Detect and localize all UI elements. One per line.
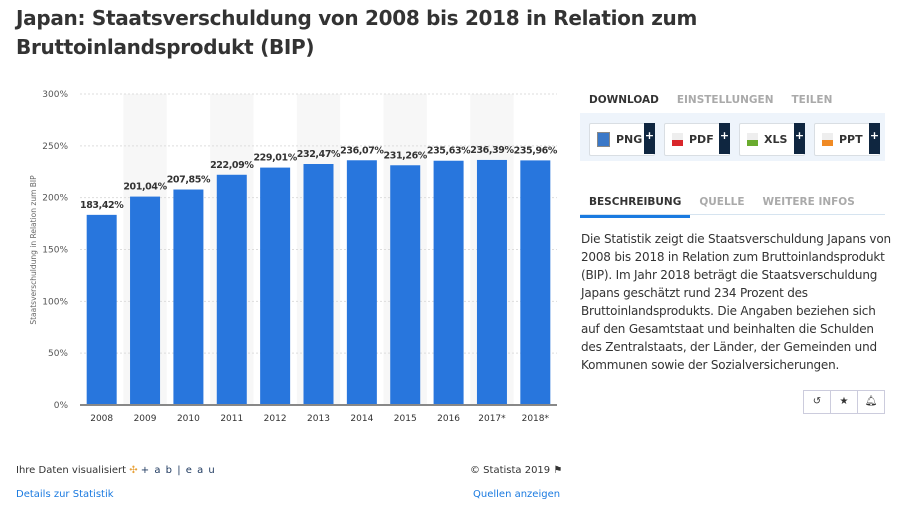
- download-ppt-button[interactable]: PPT +: [814, 123, 880, 156]
- data-label: 235,63%: [427, 146, 471, 157]
- x-tick-label: 2010: [177, 414, 200, 424]
- data-label: 235,96%: [514, 145, 558, 156]
- bar: [173, 189, 204, 405]
- x-tick-label: 2015: [394, 414, 417, 424]
- plus-icon[interactable]: +: [644, 123, 655, 154]
- data-label: 236,07%: [340, 145, 384, 156]
- x-tick-label: 2018*: [522, 414, 550, 424]
- x-tick-label: 2013: [307, 414, 330, 424]
- x-tick-label: 2012: [264, 414, 287, 424]
- bar-chart: 0% 50% 100% 150% 200% 250% 300% Staatsverschuld…: [29, 90, 558, 424]
- tableau-wordmark: + a b | e a u: [140, 465, 216, 476]
- x-tick-label: 2008: [90, 414, 113, 424]
- label: XLS: [764, 133, 788, 146]
- y-tick-label: 300%: [42, 90, 68, 100]
- bar: [216, 174, 247, 405]
- data-label: 231,26%: [384, 150, 428, 161]
- bar: [303, 164, 334, 405]
- ppt-file-icon: [822, 133, 833, 146]
- tab-teilen[interactable]: TEILEN: [791, 94, 833, 106]
- label: PNG: [616, 133, 643, 146]
- label: PPT: [839, 133, 863, 146]
- description-text: Die Statistik zeigt die Staatsverschuldu…: [581, 232, 891, 372]
- bar: [130, 196, 161, 405]
- tab-einstellungen[interactable]: EINSTELLUNGEN: [676, 94, 774, 106]
- y-tick-label: 150%: [42, 246, 68, 256]
- download-pdf-button[interactable]: PDF +: [664, 123, 730, 156]
- data-label: 229,01%: [253, 153, 297, 164]
- download-panel: PNG + PDF + XLS + PPT +: [580, 113, 885, 161]
- data-label: 232,47%: [297, 149, 341, 160]
- plus-icon[interactable]: +: [794, 123, 805, 154]
- label: PDF: [689, 133, 714, 146]
- y-tick-label: 250%: [42, 142, 68, 152]
- page-title: Japan: Staatsverschuldung von 2008 bis 2…: [16, 6, 698, 59]
- data-label: 236,39%: [470, 145, 514, 156]
- divider: [580, 214, 885, 215]
- download-xls-button[interactable]: XLS +: [739, 123, 805, 156]
- tab-beschreibung[interactable]: BESCHREIBUNG: [580, 196, 691, 218]
- image-file-icon: [597, 132, 610, 147]
- history-icon[interactable]: ↺: [803, 390, 831, 414]
- data-label: 183,42%: [80, 200, 124, 211]
- download-png-button[interactable]: PNG +: [589, 123, 655, 156]
- tab-weitere-infos[interactable]: WEITERE INFOS: [762, 196, 855, 208]
- y-axis-label: Staatsverschuldung in Relation zum BIP: [29, 175, 38, 325]
- bar: [433, 160, 464, 405]
- tab-quelle[interactable]: QUELLE: [699, 196, 745, 208]
- bar: [390, 165, 421, 405]
- flag-icon[interactable]: ⚑: [553, 465, 563, 476]
- y-tick-label: 0%: [54, 401, 69, 411]
- x-tick-label: 2011: [220, 414, 243, 424]
- bar: [520, 160, 551, 405]
- star-icon[interactable]: ★: [830, 390, 858, 414]
- bar: [346, 160, 377, 405]
- xls-file-icon: [747, 133, 758, 146]
- bar: [260, 167, 291, 405]
- y-tick-label: 200%: [42, 194, 68, 204]
- plus-icon[interactable]: +: [869, 123, 880, 154]
- visualized-by: Ihre Daten visualisiert ✣ + a b | e a u: [16, 465, 216, 476]
- copyright: © Statista 2019: [470, 465, 551, 476]
- plus-icon[interactable]: +: [719, 123, 730, 154]
- y-tick-label: 100%: [42, 297, 68, 307]
- bell-icon[interactable]: 🔔︎: [857, 390, 885, 414]
- visualized-text: Ihre Daten visualisiert: [16, 465, 127, 476]
- y-tick-label: 50%: [48, 349, 68, 359]
- x-tick-label: 2014: [350, 414, 373, 424]
- data-label: 207,85%: [167, 175, 211, 186]
- pdf-file-icon: [672, 133, 683, 146]
- data-label: 201,04%: [123, 182, 167, 193]
- bar: [476, 159, 507, 405]
- x-tick-label: 2017*: [478, 414, 506, 424]
- bar: [86, 214, 117, 405]
- x-tick-label: 2009: [134, 414, 157, 424]
- tableau-logo: ✣: [129, 465, 138, 476]
- x-tick-label: 2016: [437, 414, 460, 424]
- data-label: 222,09%: [210, 160, 254, 171]
- details-link[interactable]: Details zur Statistik: [16, 489, 114, 500]
- sources-link[interactable]: Quellen anzeigen: [473, 489, 561, 500]
